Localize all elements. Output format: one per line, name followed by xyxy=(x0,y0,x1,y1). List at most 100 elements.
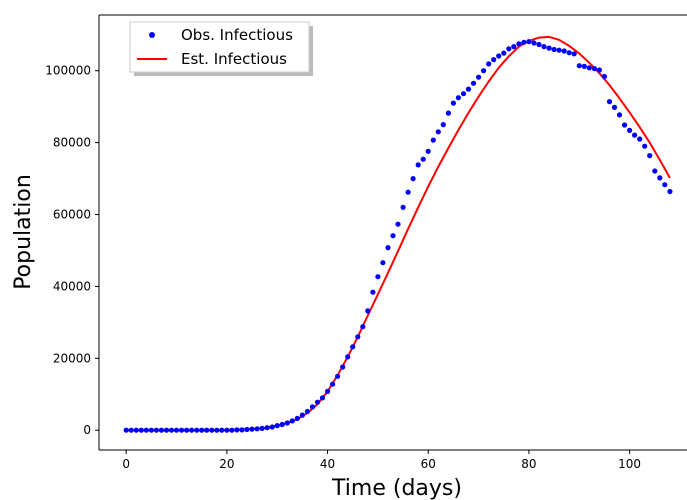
obs-infectious-point xyxy=(611,104,618,110)
obs-infectious-point xyxy=(264,425,270,431)
obs-infectious-point xyxy=(133,427,139,433)
obs-infectious-point xyxy=(410,176,416,182)
obs-infectious-point xyxy=(249,426,255,432)
plot-area xyxy=(99,15,687,450)
obs-infectious-point xyxy=(204,427,210,433)
obs-infectious-point xyxy=(556,47,562,53)
obs-infectious-point xyxy=(294,415,300,421)
obs-infectious-point xyxy=(632,132,638,138)
y-tick-label: 80000 xyxy=(53,136,91,150)
x-tick-label: 0 xyxy=(122,457,130,471)
obs-infectious-point xyxy=(304,408,310,415)
obs-infectious-point xyxy=(199,427,205,433)
obs-infectious-point xyxy=(596,67,603,73)
y-tick-label: 20000 xyxy=(53,351,91,365)
legend-est-label: Est. Infectious xyxy=(181,50,287,68)
obs-infectious-point xyxy=(445,110,451,116)
obs-infectious-point xyxy=(455,95,461,101)
obs-infectious-point xyxy=(355,334,361,340)
y-tick-label: 60000 xyxy=(53,208,91,222)
obs-infectious-point xyxy=(541,44,547,50)
obs-infectious-point xyxy=(470,80,477,86)
obs-infectious-point xyxy=(405,189,411,195)
obs-infectious-point xyxy=(143,427,149,433)
obs-series-group xyxy=(123,39,673,433)
obs-infectious-point xyxy=(647,153,653,159)
obs-infectious-point xyxy=(657,175,663,181)
obs-infectious-point xyxy=(481,68,487,74)
obs-infectious-point xyxy=(652,168,658,174)
obs-infectious-point xyxy=(335,373,341,379)
obs-infectious-point xyxy=(214,427,220,433)
obs-infectious-point xyxy=(259,425,265,431)
obs-infectious-point xyxy=(586,65,592,71)
obs-infectious-point xyxy=(551,46,557,53)
obs-infectious-point xyxy=(667,188,673,195)
obs-infectious-point xyxy=(179,427,185,433)
obs-infectious-point xyxy=(601,73,608,80)
obs-infectious-point xyxy=(591,66,598,72)
obs-infectious-point xyxy=(345,354,351,360)
legend-obs-marker xyxy=(149,32,155,38)
obs-infectious-point xyxy=(284,420,290,426)
obs-infectious-point xyxy=(430,137,436,143)
obs-infectious-point xyxy=(385,245,391,251)
obs-infectious-point xyxy=(400,204,406,210)
obs-infectious-point xyxy=(319,395,326,401)
obs-infectious-point xyxy=(642,143,648,149)
obs-infectious-point xyxy=(606,99,613,105)
obs-infectious-point xyxy=(516,41,522,47)
obs-infectious-point xyxy=(506,46,512,52)
obs-infectious-point xyxy=(622,122,628,128)
obs-infectious-point xyxy=(491,57,497,63)
obs-infectious-point xyxy=(289,418,295,424)
obs-infectious-point xyxy=(476,74,482,80)
obs-infectious-point xyxy=(194,427,200,433)
obs-infectious-point xyxy=(244,426,250,433)
obs-infectious-point xyxy=(365,308,371,314)
obs-infectious-point xyxy=(224,427,230,433)
obs-infectious-point xyxy=(239,427,245,433)
obs-infectious-point xyxy=(219,427,225,433)
legend: Obs. Infectious Est. Infectious xyxy=(129,21,313,76)
obs-infectious-point xyxy=(168,427,175,433)
legend-frame xyxy=(129,21,310,73)
obs-infectious-point xyxy=(521,39,527,45)
y-tick-label: 0 xyxy=(83,423,91,437)
obs-infectious-point xyxy=(314,399,321,405)
obs-infectious-point xyxy=(440,122,446,128)
obs-infectious-point xyxy=(350,344,356,350)
obs-infectious-point xyxy=(370,289,376,295)
obs-infectious-point xyxy=(415,162,421,168)
obs-infectious-point xyxy=(269,424,275,430)
y-tick-label: 40000 xyxy=(53,279,91,293)
obs-infectious-point xyxy=(163,427,170,433)
obs-infectious-point xyxy=(279,421,285,428)
obs-infectious-point xyxy=(637,136,643,142)
obs-infectious-point xyxy=(340,364,346,370)
obs-infectious-point xyxy=(450,100,456,106)
obs-infectious-point xyxy=(662,182,668,188)
obs-infectious-point xyxy=(425,148,431,154)
obs-infectious-point xyxy=(390,233,396,239)
obs-infectious-point xyxy=(360,324,366,330)
obs-infectious-point xyxy=(561,48,567,54)
obs-infectious-point xyxy=(395,221,401,227)
obs-infectious-point xyxy=(189,427,195,433)
obs-infectious-point xyxy=(254,426,260,432)
obs-infectious-point xyxy=(158,427,164,433)
axes xyxy=(98,14,687,451)
obs-infectious-point xyxy=(153,427,159,433)
obs-infectious-point xyxy=(380,260,386,266)
obs-infectious-point xyxy=(627,127,633,133)
obs-infectious-point xyxy=(325,388,331,394)
obs-infectious-point xyxy=(486,61,492,67)
y-tick-label: 100000 xyxy=(45,64,91,78)
x-tick-label: 20 xyxy=(219,457,234,471)
obs-infectious-point xyxy=(299,412,305,418)
obs-infectious-point xyxy=(128,427,134,433)
obs-infectious-point xyxy=(526,39,532,45)
obs-infectious-point xyxy=(173,427,180,433)
obs-infectious-point xyxy=(511,44,517,50)
